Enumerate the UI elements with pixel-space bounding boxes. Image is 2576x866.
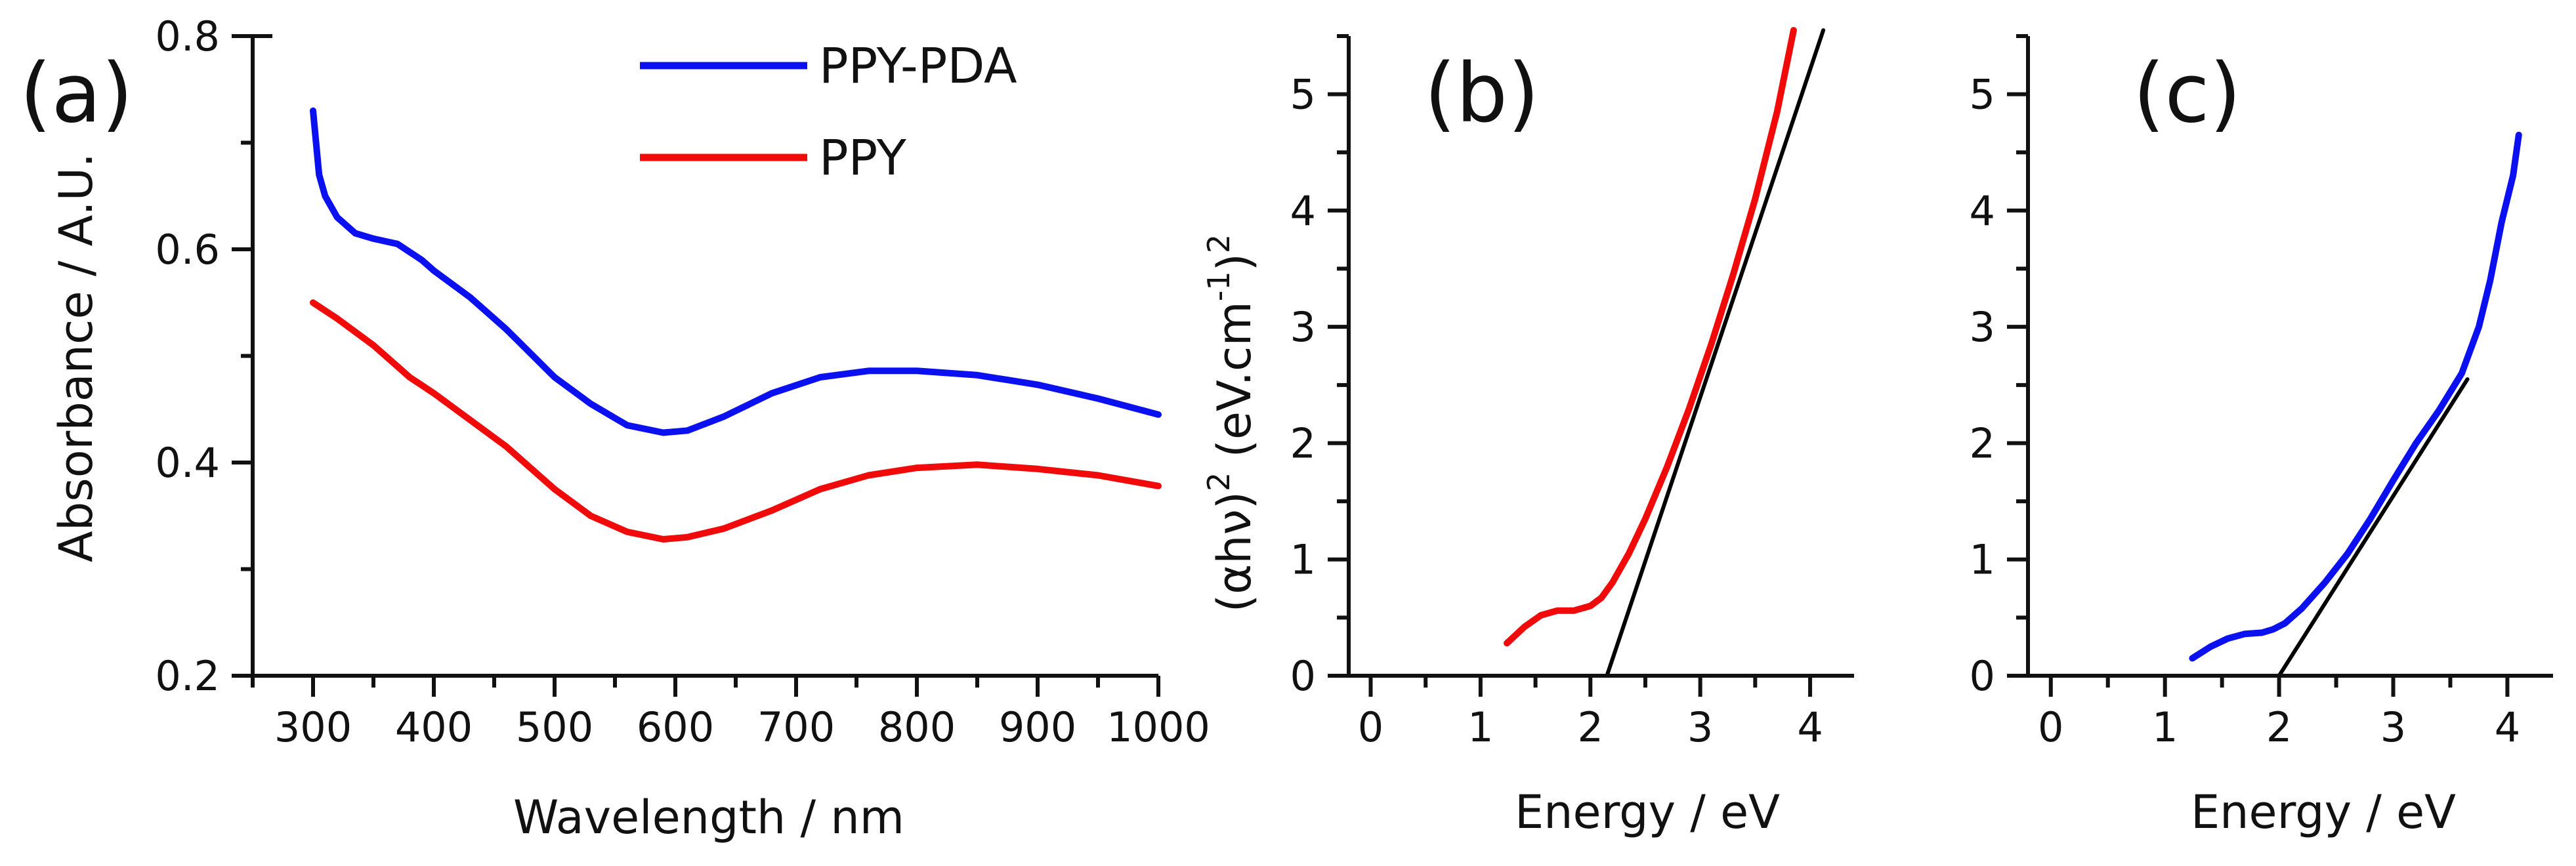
panel-a-series: [310, 107, 1162, 543]
panel-a: (a) 300 400 500 600 700 800 900 1000 0.2 0.4 0.6 0.…: [20, 12, 1210, 844]
y-tick-label: 0.4: [155, 439, 220, 487]
y-tick-label: 4: [1290, 187, 1316, 235]
x-tick-label: 1: [2152, 703, 2178, 751]
y-tick-label: 3: [1290, 303, 1316, 351]
x-tick-label: 2: [1578, 703, 1603, 751]
x-tick-label: 600: [637, 703, 714, 751]
series-line-ppy-pda: [310, 107, 1162, 436]
x-tick-label: 1: [1467, 703, 1493, 751]
x-tick-label: 700: [757, 703, 835, 751]
x-tick-label: 4: [1797, 703, 1823, 751]
panel-b-xlabel: Energy / eV: [1515, 785, 1780, 839]
y-tick-label: 3: [1970, 303, 1995, 351]
series-line-ppy: [1504, 27, 1797, 647]
y-tick-label: 0.8: [155, 12, 220, 60]
ylabel-part-sup1: 2: [1201, 472, 1236, 491]
panel-c-axes: 0 1 2 3 4 0 1 2 3 4 5: [1970, 34, 2553, 751]
x-tick-label: 3: [1687, 703, 1713, 751]
ylabel-part-sup2: -1: [1201, 271, 1236, 301]
panel-b-series: [1504, 27, 1826, 678]
panel-b-ylabel: (αhν)2 (eV.cm-1)2: [1201, 234, 1261, 612]
y-tick-label: 4: [1970, 187, 1995, 235]
panel-b-axes: 0 1 2 3 4 0 1 2 3 4 5: [1290, 34, 1854, 751]
y-tick-label: 0: [1970, 652, 1995, 700]
y-tick-label: 1: [1970, 536, 1995, 584]
y-tick-label: 0.6: [155, 226, 220, 274]
panel-a-axes: 300 400 500 600 700 800 900 1000 0.2 0.4 0.6 0.8: [155, 12, 1210, 751]
y-tick-label: 0.2: [155, 652, 220, 700]
panel-c: (c) 0 1 2 3 4 0 1 2 3 4 5 Energy / eV: [1970, 34, 2553, 839]
y-tick-label: 5: [1290, 71, 1316, 119]
panel-c-xlabel: Energy / eV: [2191, 785, 2456, 839]
panel-a-xlabel: Wavelength / nm: [513, 791, 904, 844]
y-tick-label: 0: [1290, 652, 1316, 700]
x-tick-label: 500: [516, 703, 593, 751]
x-tick-label: 3: [2380, 703, 2406, 751]
legend-label-ppy-pda: PPY-PDA: [819, 38, 1017, 94]
panel-c-label: (c): [2133, 47, 2241, 141]
y-tick-label: 5: [1970, 71, 1995, 119]
y-tick-label: 1: [1290, 536, 1316, 584]
x-tick-label: 1000: [1107, 703, 1210, 751]
x-tick-label: 2: [2266, 703, 2292, 751]
panel-a-label: (a): [20, 47, 133, 141]
ylabel-part-units: (eV.cm: [1208, 301, 1261, 472]
series-line-ppy-pda: [2189, 131, 2522, 662]
x-tick-label: 4: [2495, 703, 2520, 751]
panel-a-ylabel: Absorbance / A.U.: [49, 153, 103, 562]
x-tick-label: 0: [2038, 703, 2063, 751]
series-line-ppy: [310, 299, 1162, 543]
ylabel-part-close: ): [1208, 253, 1261, 271]
panel-b-label: (b): [1424, 47, 1539, 141]
y-tick-label: 2: [1290, 419, 1316, 467]
x-tick-label: 0: [1358, 703, 1383, 751]
legend-label-ppy: PPY: [819, 130, 907, 186]
x-tick-label: 900: [999, 703, 1076, 751]
x-tick-label: 400: [395, 703, 473, 751]
y-tick-label: 2: [1970, 419, 1995, 467]
x-tick-label: 300: [274, 703, 352, 751]
series-line-tauc-fit: [2277, 377, 2470, 678]
panel-c-series: [2189, 131, 2522, 678]
x-tick-label: 800: [878, 703, 956, 751]
ylabel-part-base: (αhν): [1208, 491, 1261, 612]
ylabel-part-sup3: 2: [1201, 234, 1236, 253]
series-line-tauc-fit: [1605, 28, 1826, 678]
